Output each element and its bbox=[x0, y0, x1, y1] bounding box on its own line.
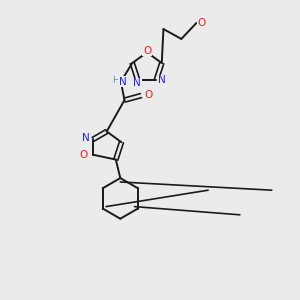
Text: N: N bbox=[158, 75, 165, 85]
Text: O: O bbox=[143, 46, 151, 56]
Text: N: N bbox=[82, 133, 90, 143]
Text: H: H bbox=[112, 76, 119, 85]
Text: N: N bbox=[118, 76, 126, 87]
Text: O: O bbox=[80, 150, 88, 160]
Text: N: N bbox=[134, 78, 141, 88]
Text: O: O bbox=[145, 90, 153, 100]
Text: O: O bbox=[198, 18, 206, 28]
